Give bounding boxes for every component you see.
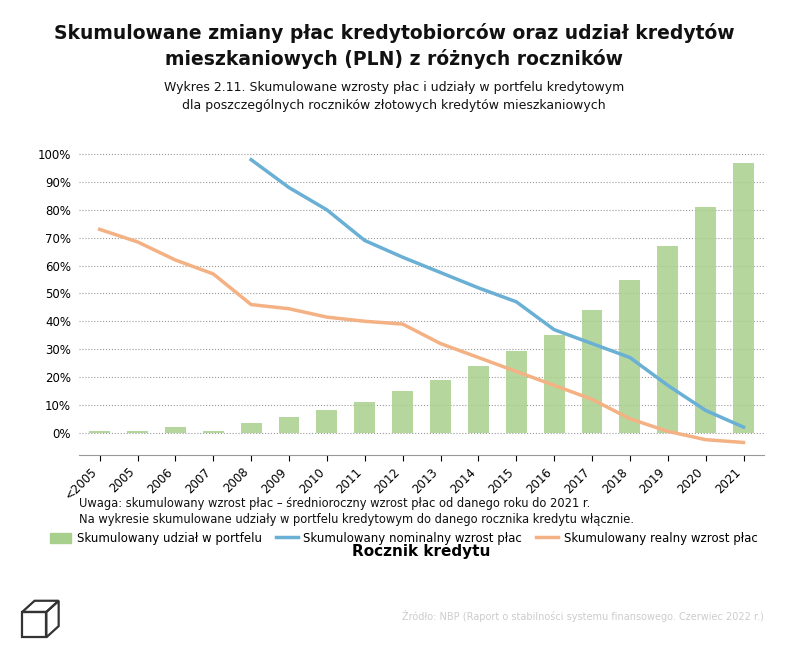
Bar [127, 432, 148, 433]
Bar [89, 432, 110, 433]
Text: Źródło: NBP (Raport o stabilności systemu finansowego. Czerwiec 2022 r.): Źródło: NBP (Raport o stabilności system… [403, 610, 764, 621]
Bar [733, 162, 754, 433]
Text: Skumulowane zmiany płac kredytobiorców oraz udział kredytów
mieszkaniowych (PLN): Skumulowane zmiany płac kredytobiorców o… [54, 23, 734, 69]
Bar [468, 366, 489, 433]
Legend: Skumulowany udział w portfelu, Skumulowany nominalny wzrost płac, Skumulowany re: Skumulowany udział w portfelu, Skumulowa… [45, 527, 762, 550]
Bar [203, 432, 224, 433]
Text: Uwaga: skumulowany wzrost płac – średnioroczny wzrost płac od danego roku do 202: Uwaga: skumulowany wzrost płac – średnio… [79, 497, 590, 510]
Bar [165, 427, 186, 433]
Bar [392, 391, 413, 433]
Bar [506, 350, 526, 433]
Bar [317, 410, 337, 433]
Bar [279, 417, 299, 433]
Bar [582, 310, 603, 433]
Bar [355, 402, 375, 433]
Bar [657, 246, 678, 433]
X-axis label: Rocznik kredytu: Rocznik kredytu [352, 544, 491, 559]
Bar [619, 280, 641, 433]
Text: Rynek Pierwotny: Rynek Pierwotny [85, 608, 230, 623]
Bar [430, 380, 451, 433]
Bar [544, 335, 564, 433]
Bar [240, 423, 262, 433]
Text: Wykres 2.11. Skumulowane wzrosty płac i udziały w portfelu kredytowym
dla poszcz: Wykres 2.11. Skumulowane wzrosty płac i … [164, 81, 624, 112]
Text: Na wykresie skumulowane udziały w portfelu kredytowym do danego rocznika kredytu: Na wykresie skumulowane udziały w portfe… [79, 514, 634, 526]
Bar [695, 207, 716, 433]
